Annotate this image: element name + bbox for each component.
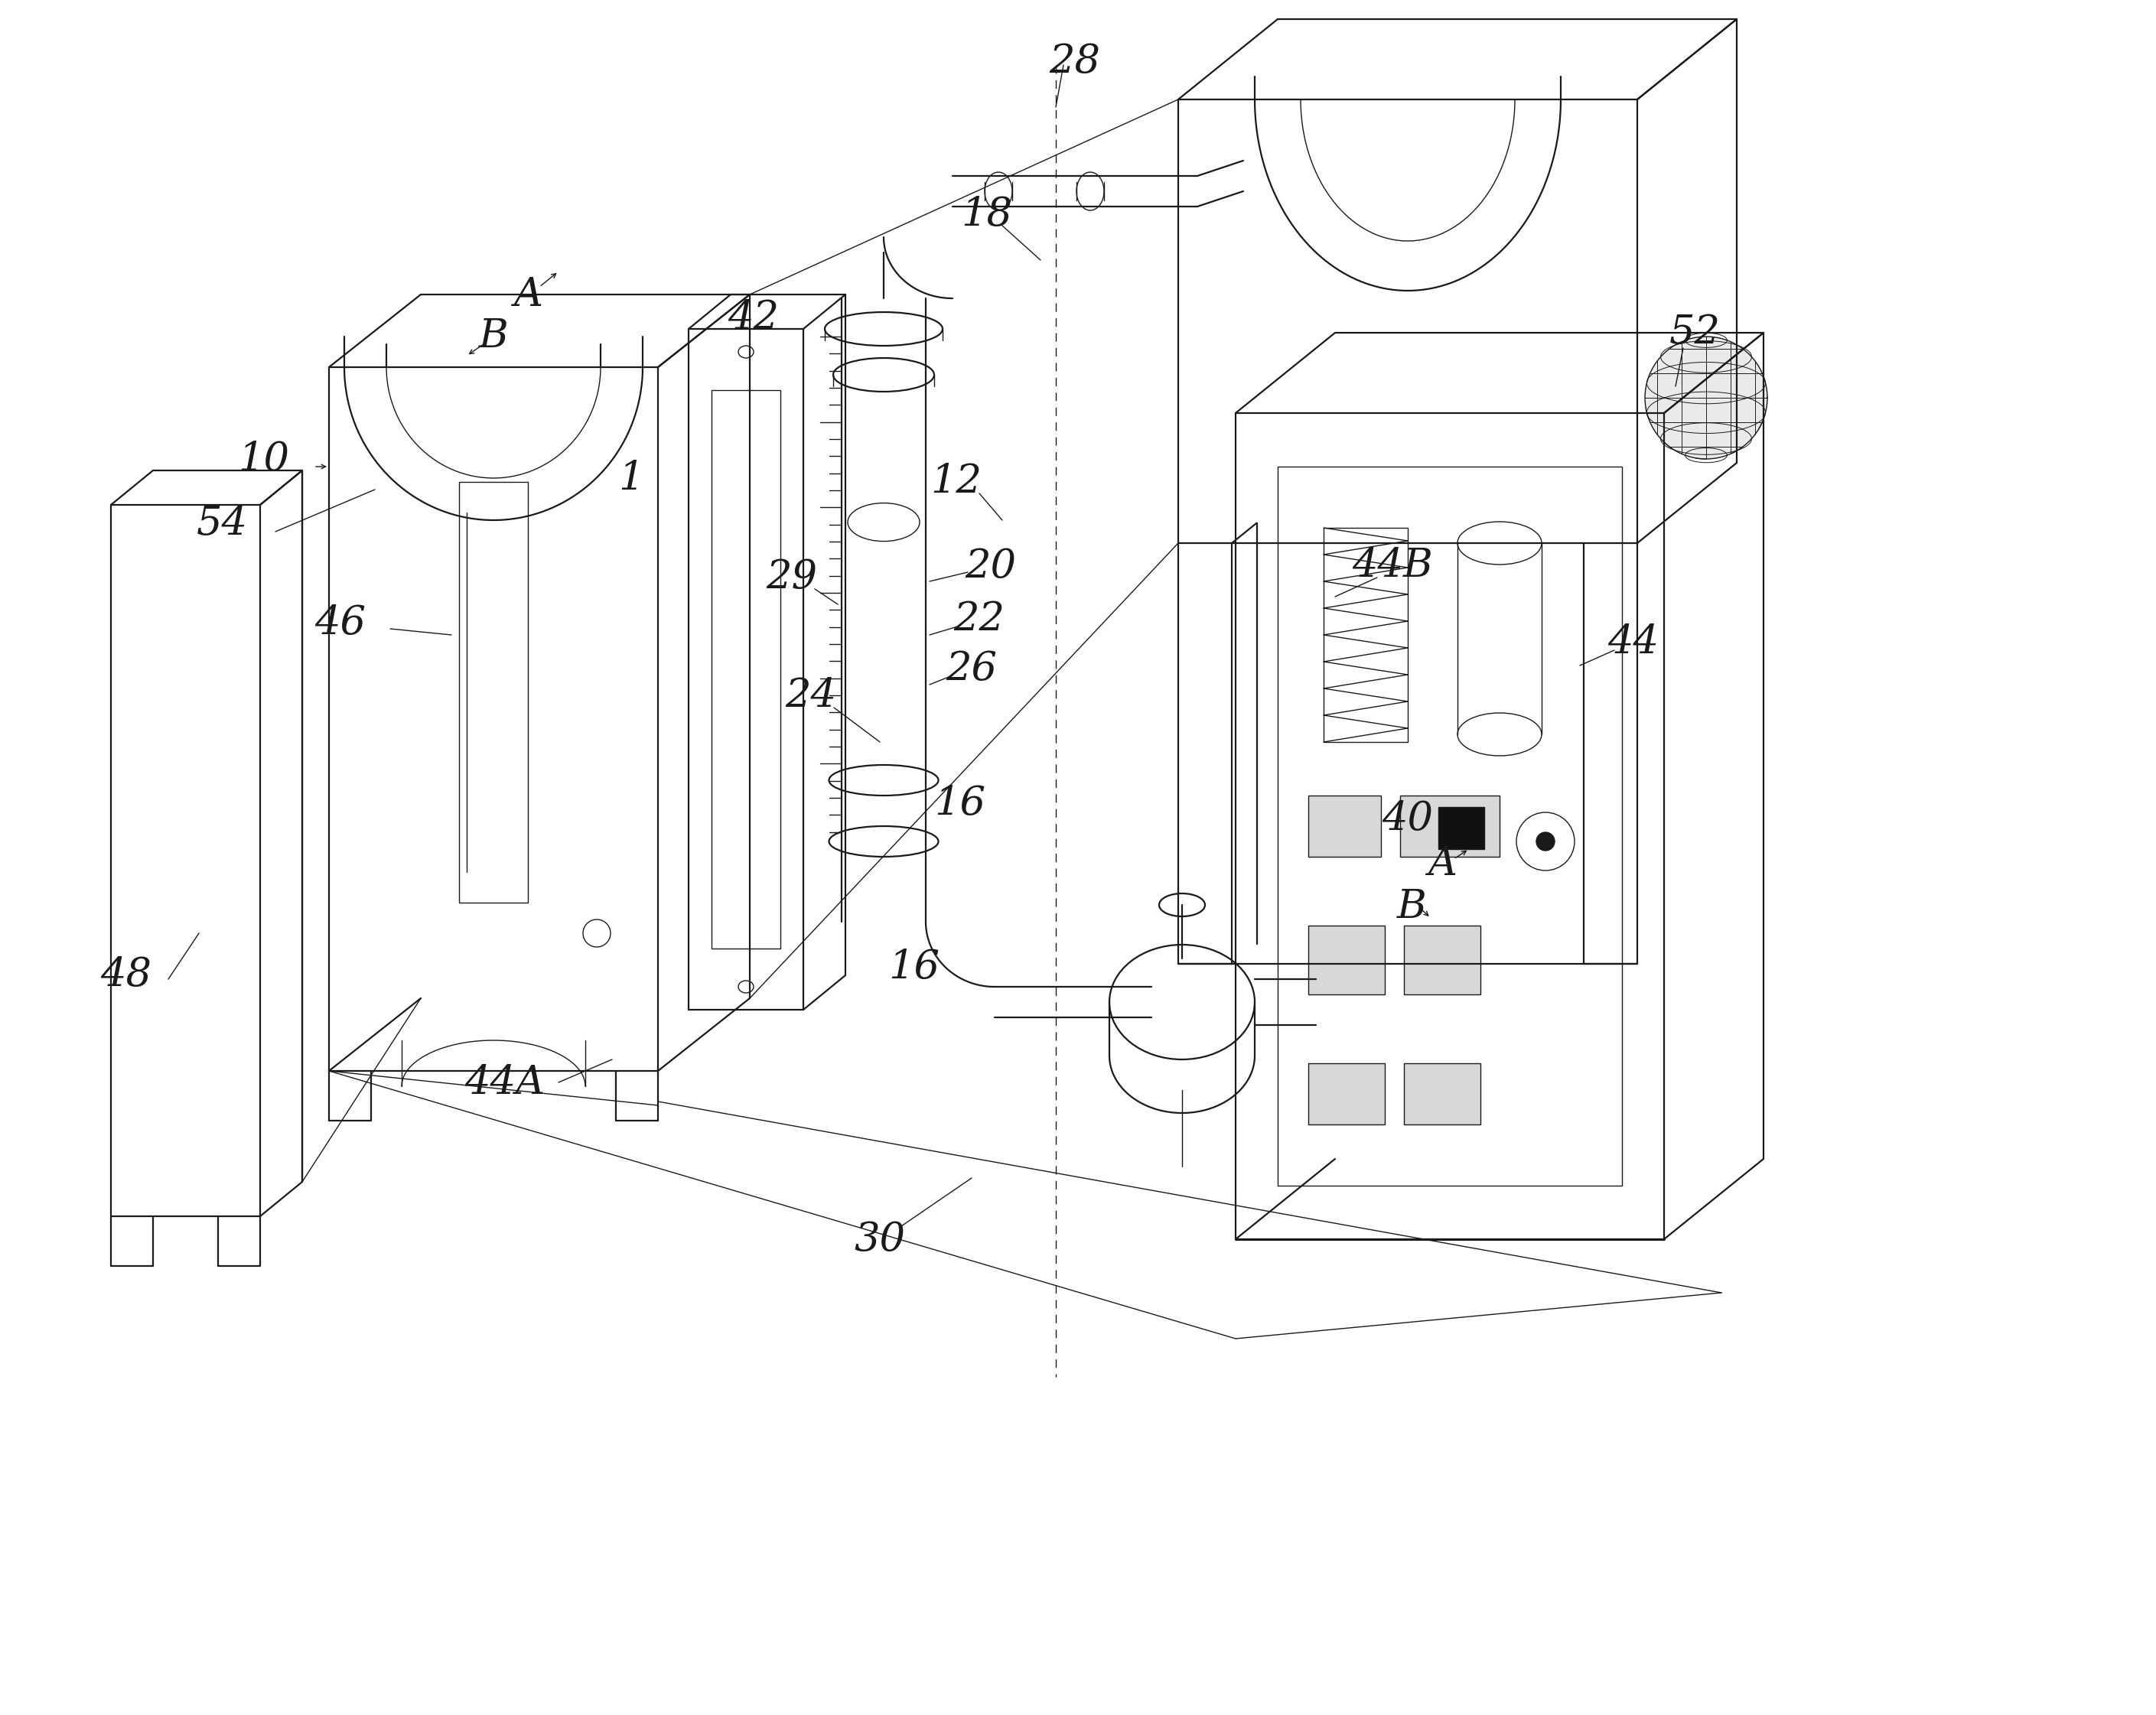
Text: 16: 16 (888, 948, 940, 988)
Text: 46: 46 (315, 604, 367, 643)
Text: 44: 44 (1608, 623, 1660, 662)
Text: 44A: 44A (466, 1063, 545, 1103)
Text: 30: 30 (854, 1219, 906, 1259)
Bar (1309, 926, 1384, 995)
Text: 29: 29 (765, 557, 817, 597)
Text: 16: 16 (934, 784, 985, 823)
Text: A: A (1427, 845, 1457, 883)
Text: 12: 12 (931, 463, 981, 501)
Bar (1309, 1063, 1384, 1125)
Polygon shape (1645, 336, 1768, 460)
Ellipse shape (1537, 832, 1554, 851)
Text: 24: 24 (785, 677, 837, 715)
Text: 42: 42 (729, 298, 778, 336)
Bar (1399, 796, 1501, 858)
Bar (1404, 1063, 1481, 1125)
Text: 18: 18 (962, 196, 1013, 233)
Bar (1404, 926, 1481, 995)
Text: 40: 40 (1382, 799, 1434, 839)
Text: 10: 10 (239, 439, 289, 478)
Text: 26: 26 (946, 650, 998, 689)
Text: 52: 52 (1669, 314, 1720, 352)
Text: 48: 48 (101, 955, 151, 995)
Text: 44B: 44B (1352, 547, 1434, 585)
Bar (1279, 466, 1621, 1185)
Bar (459, 482, 528, 902)
Text: B: B (479, 317, 509, 357)
Text: A: A (513, 274, 543, 314)
Text: B: B (1397, 887, 1427, 926)
Bar (1438, 808, 1483, 849)
Text: 28: 28 (1050, 41, 1100, 81)
Text: 1: 1 (619, 458, 645, 497)
Bar (1309, 796, 1382, 858)
Text: 20: 20 (966, 547, 1015, 585)
Text: 22: 22 (953, 600, 1005, 640)
Bar (711, 389, 780, 948)
Bar (1324, 528, 1408, 743)
Text: 54: 54 (196, 504, 248, 544)
